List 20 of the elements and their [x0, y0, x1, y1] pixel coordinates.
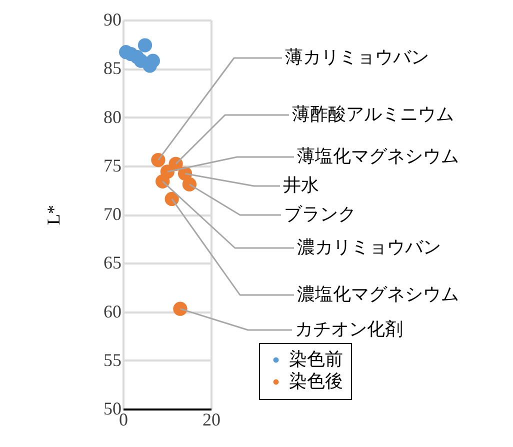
- annotation: 薄カリミョウバン: [285, 47, 429, 67]
- annotation: 薄塩化マグネシウム: [297, 146, 459, 166]
- y-tick-label: 75: [104, 155, 122, 176]
- y-tick-label: 80: [104, 106, 122, 127]
- y-tick-label: 60: [104, 301, 122, 322]
- y-tick-label: 70: [104, 204, 122, 224]
- y-axis-title: L*: [44, 205, 64, 225]
- legend-label: 染色後: [289, 371, 343, 391]
- y-tick-label: 65: [104, 252, 122, 273]
- x-tick-label: 20: [202, 410, 220, 430]
- y-tick-label: 90: [104, 10, 122, 30]
- annotation: 井水: [283, 175, 319, 195]
- legend-label: 染色前: [289, 349, 343, 369]
- annotation: ブランク: [284, 204, 356, 224]
- annotation: 濃カリミョウバン: [297, 237, 441, 257]
- annotation: カチオン化剤: [295, 319, 403, 339]
- annotation: 薄酢酸アルミニウム: [292, 104, 454, 124]
- y-tick-label: 85: [104, 58, 122, 78]
- y-tick-label: 55: [104, 350, 122, 370]
- annotation: 濃塩化マグネシウム: [297, 284, 459, 304]
